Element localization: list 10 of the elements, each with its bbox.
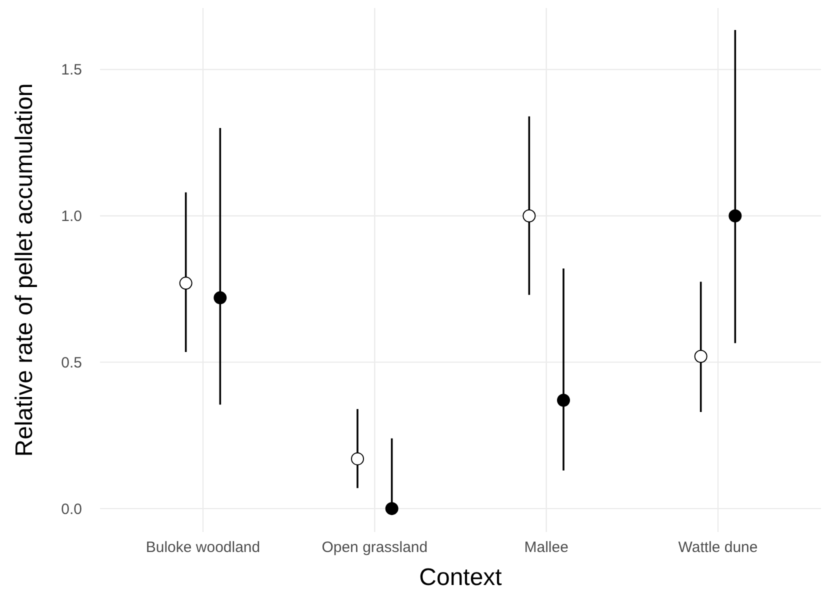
x-tick-label: Buloke woodland — [146, 539, 260, 556]
x-tick-label: Open grassland — [322, 539, 428, 556]
y-axis-title: Relative rate of pellet accumulation — [11, 83, 38, 457]
x-axis-title: Context — [419, 564, 502, 591]
x-tick-label: Wattle dune — [678, 539, 758, 556]
y-tick-label: 1.5 — [61, 62, 82, 79]
y-tick-label: 0.5 — [61, 354, 82, 372]
y-tick-label: 1.0 — [61, 208, 82, 226]
y-tick-label: 0.0 — [61, 500, 82, 518]
x-tick-label: Mallee — [524, 539, 568, 556]
